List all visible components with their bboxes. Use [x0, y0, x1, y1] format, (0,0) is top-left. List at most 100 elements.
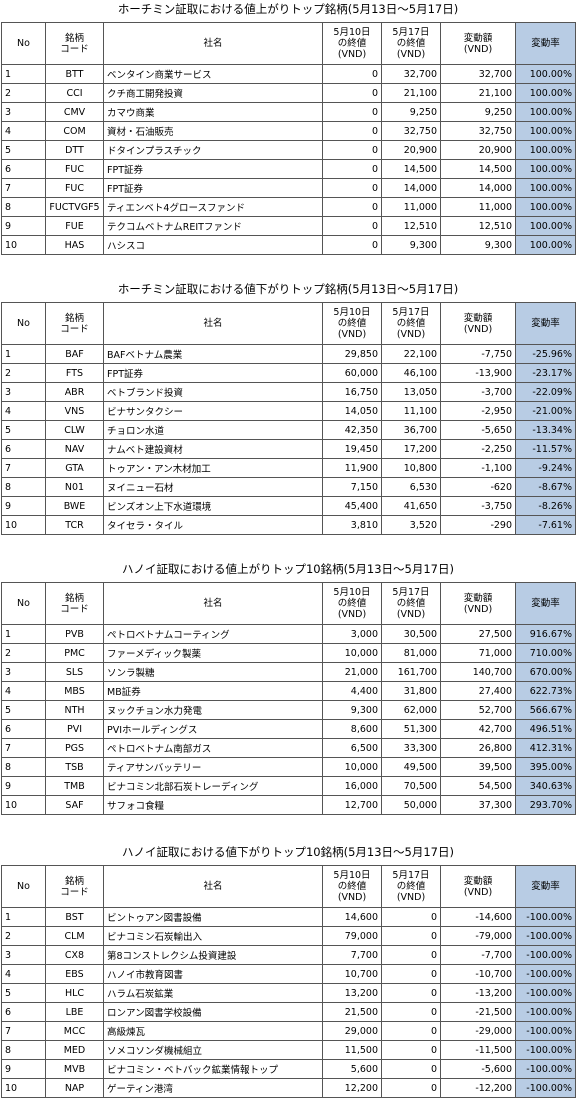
col-rate-cell: -100.00% — [515, 964, 576, 984]
col-name-cell: BAFベトナム農業 — [103, 344, 323, 364]
col-prev-cell: 10,000 — [322, 643, 382, 663]
col-no-cell: 4 — [1, 964, 46, 984]
header-text: 社名 — [203, 881, 223, 892]
col-no-cell: 8 — [1, 197, 46, 217]
header-row: No 銘柄 コード 社名 5月10日 の終値 (VND) 5月17日 の終値 (VND) 変動額 (V… — [1, 582, 576, 625]
header-text: No — [17, 881, 30, 892]
col-close-cell: 41,650 — [381, 496, 441, 516]
col-rate-cell: -7.61% — [515, 515, 576, 535]
col-close-cell: 62,000 — [381, 700, 441, 720]
col-close-cell: 0 — [381, 945, 441, 965]
col-change-cell: 42,700 — [440, 719, 516, 739]
col-no-cell: 3 — [1, 662, 46, 682]
table-section: ホーチミン証取における値上がりトップ銘柄(5月13日〜5月17日) No 銘柄 コード… — [0, 0, 576, 255]
col-rate-cell: 293.70% — [515, 795, 576, 815]
table-row: 10 NAP ゲーティン港湾 12,200 0 -12,200 -100.00% — [1, 1078, 576, 1098]
col-prev-cell: 6,500 — [322, 738, 382, 758]
col-prev-cell: 45,400 — [322, 496, 382, 516]
col-prev-cell: 3,810 — [322, 515, 382, 535]
col-rate-cell: -9.24% — [515, 458, 576, 478]
col-rate-cell: -100.00% — [515, 1059, 576, 1079]
col-name-cell: ベンタイン商業サービス — [103, 64, 323, 84]
col-rate-cell: -25.96% — [515, 344, 576, 364]
col-change-cell: -14,600 — [440, 907, 516, 927]
col-no-cell: 10 — [1, 515, 46, 535]
col-change-cell: -13,900 — [440, 363, 516, 383]
table-row: 8 N01 ヌイニュー石材 7,150 6,530 -620 -8.67% — [1, 477, 576, 497]
col-code-cell: PVB — [45, 624, 104, 644]
col-close-cell: 3,520 — [381, 515, 441, 535]
header-text: 5月10日 — [333, 307, 371, 318]
header-row: No 銘柄 コード 社名 5月10日 の終値 (VND) 5月17日 の終値 (VND) 変動額 (V… — [1, 22, 576, 65]
col-code-cell: LBE — [45, 1002, 104, 1022]
col-prev-cell: 16,000 — [322, 776, 382, 796]
col-no-header: No — [1, 865, 46, 908]
col-no-cell: 7 — [1, 178, 46, 198]
table-row: 5 DTT ドタインプラスチック 0 20,900 20,900 100.00% — [1, 140, 576, 160]
col-code-cell: FUE — [45, 216, 104, 236]
col-rate-cell: 670.00% — [515, 662, 576, 682]
col-prev-cell: 19,450 — [322, 439, 382, 459]
header-text: 社名 — [203, 318, 223, 329]
col-no-cell: 5 — [1, 140, 46, 160]
col-change-cell: -3,700 — [440, 382, 516, 402]
table-row: 5 CLW チョロン水道 42,350 36,700 -5,650 -13.34% — [1, 420, 576, 440]
col-prev-cell: 12,700 — [322, 795, 382, 815]
col-change-cell: -13,200 — [440, 983, 516, 1003]
header-text: (VND) — [337, 329, 367, 340]
header-text: 変動額 — [463, 32, 493, 44]
col-prev-cell: 11,500 — [322, 1040, 382, 1060]
col-close-cell: 9,250 — [381, 102, 441, 122]
col-code-cell: FUC — [45, 159, 104, 179]
table-row: 3 ABR ベトブランド投資 16,750 13,050 -3,700 -22.09% — [1, 382, 576, 402]
col-change-header: 変動額 (VND) — [440, 302, 516, 345]
header-text: (VND) — [337, 892, 367, 903]
table-title: ハノイ証取における値下がりトップ10銘柄(5月13日〜5月17日) — [121, 845, 454, 859]
col-no-cell: 2 — [1, 926, 46, 946]
col-code-cell: CCI — [45, 83, 104, 103]
col-close-cell: 0 — [381, 1078, 441, 1098]
table-row: 4 COM 資材・石油販売 0 32,750 32,750 100.00% — [1, 121, 576, 141]
col-name-cell: ヌックチョン水力発電 — [103, 700, 323, 720]
col-close-cell: 51,300 — [381, 719, 441, 739]
col-prev-cell: 5,600 — [322, 1059, 382, 1079]
table-row: 8 MED ソメコソンダ機械組立 11,500 0 -11,500 -100.00% — [1, 1040, 576, 1060]
col-rate-cell: -100.00% — [515, 926, 576, 946]
header-text: 社名 — [203, 598, 223, 609]
col-change-header: 変動額 (VND) — [440, 865, 516, 908]
header-text: 変動額 — [463, 875, 493, 887]
col-rate-cell: 100.00% — [515, 83, 576, 103]
col-prev-cell: 29,000 — [322, 1021, 382, 1041]
col-prev-header: 5月10日 の終値 (VND) — [322, 865, 382, 908]
col-name-cell: クチ商工開発投資 — [103, 83, 323, 103]
col-close-header: 5月17日 の終値 (VND) — [381, 582, 441, 625]
col-code-cell: FUCTVGF5 — [45, 197, 104, 217]
col-change-cell: 37,300 — [440, 795, 516, 815]
col-code-cell: CLM — [45, 926, 104, 946]
col-prev-cell: 14,050 — [322, 401, 382, 421]
col-change-cell: 14,000 — [440, 178, 516, 198]
header-text: (VND) — [337, 609, 367, 620]
col-change-header: 変動額 (VND) — [440, 582, 516, 625]
col-rate-cell: -8.26% — [515, 496, 576, 516]
col-close-cell: 12,510 — [381, 216, 441, 236]
table-row: 6 LBE ロンアン図書学校設備 21,500 0 -21,500 -100.00% — [1, 1002, 576, 1022]
col-rate-cell: 100.00% — [515, 64, 576, 84]
col-prev-cell: 12,200 — [322, 1078, 382, 1098]
col-rate-cell: 100.00% — [515, 140, 576, 160]
col-prev-cell: 10,000 — [322, 757, 382, 777]
col-name-cell: FPT証券 — [103, 159, 323, 179]
table-row: 2 PMC ファーメディック製薬 10,000 81,000 71,000 710.00% — [1, 643, 576, 663]
col-change-cell: 54,500 — [440, 776, 516, 796]
col-prev-cell: 21,000 — [322, 662, 382, 682]
col-prev-cell: 0 — [322, 140, 382, 160]
col-change-cell: 21,100 — [440, 83, 516, 103]
header-text: の終値 — [396, 598, 426, 609]
table-row: 7 FUC FPT証券 0 14,000 14,000 100.00% — [1, 178, 576, 198]
col-rate-cell: -100.00% — [515, 1078, 576, 1098]
col-close-cell: 13,050 — [381, 382, 441, 402]
header-text: (VND) — [396, 892, 426, 903]
col-prev-cell: 14,600 — [322, 907, 382, 927]
header-text: 5月10日 — [333, 587, 371, 598]
